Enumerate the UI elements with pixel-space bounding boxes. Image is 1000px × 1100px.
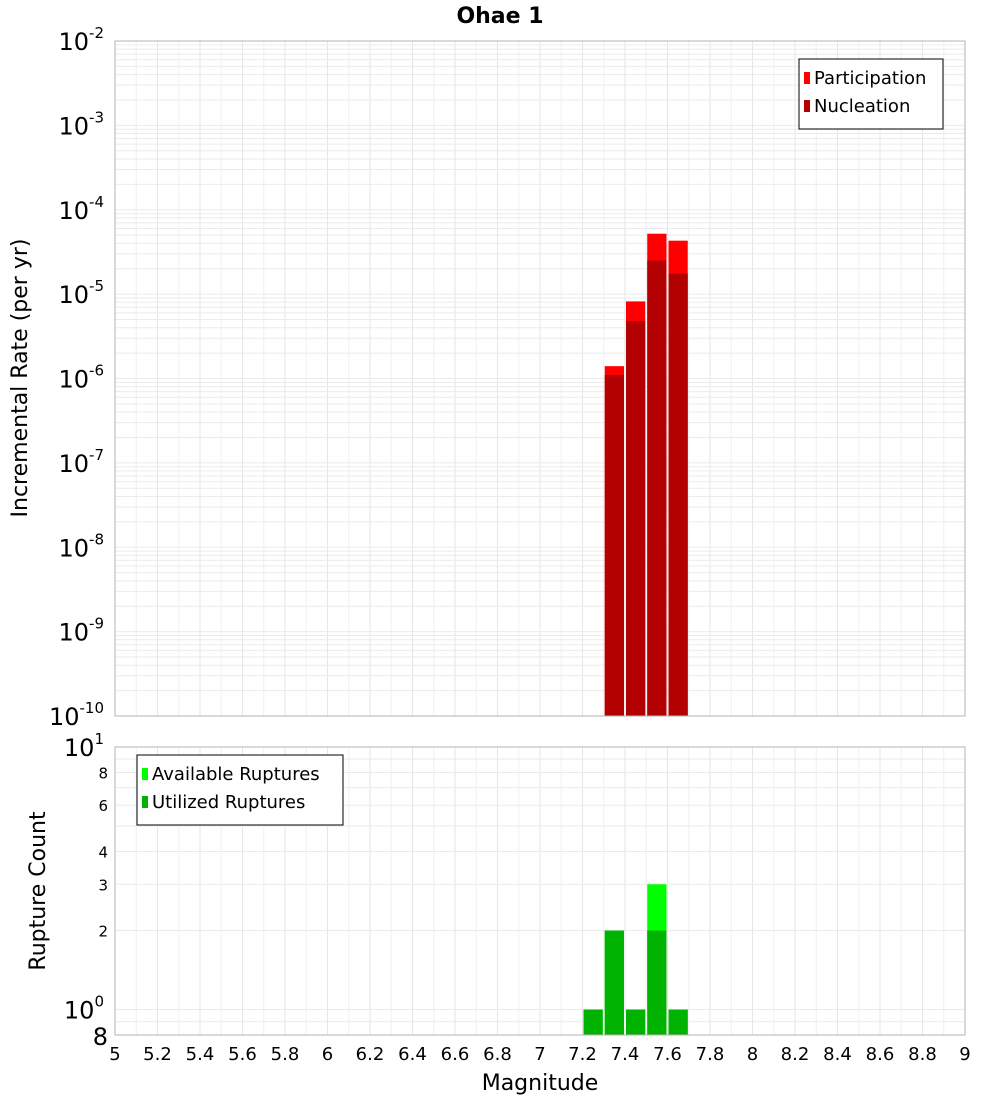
x-tick-label: 7.4 [611, 1044, 640, 1065]
utilized-bar [626, 1009, 646, 1035]
bottom-legend-label: Utilized Ruptures [152, 792, 305, 813]
plot-frame [114, 746, 966, 1036]
nucleation-bar [647, 260, 667, 716]
bottom-y-minor-label: 2 [98, 923, 108, 941]
top-legend-swatch [804, 72, 810, 84]
x-tick-label: 8.8 [908, 1044, 937, 1065]
top-y-tick-label: 10-8 [58, 530, 104, 562]
top-panel: 10-10 10-9 10-8 10-7 10-6 10-5 10-4 10-3 10-2 Par… [49, 24, 966, 731]
bottom-legend-swatch [142, 768, 148, 780]
bottom-y-axis-label: Rupture Count [26, 811, 51, 971]
bottom-y-minor-label: 3 [98, 876, 108, 894]
nucleation-bar [604, 375, 624, 716]
top-legend-label: Participation [814, 68, 926, 89]
chart-title: Ohae 1 [456, 4, 543, 29]
utilized-bar [668, 1009, 688, 1035]
x-tick-label: 7.2 [568, 1044, 597, 1065]
x-tick-label: 5.8 [271, 1044, 300, 1065]
bottom-y-minor-label: 8 [98, 764, 108, 782]
x-tick-label: 5 [109, 1044, 120, 1065]
x-tick-label: 7.6 [653, 1044, 682, 1065]
utilized-bar [583, 1009, 603, 1035]
x-tick-label: 5.2 [143, 1044, 172, 1065]
top-y-tick-label: 10-3 [58, 108, 104, 140]
x-tick-label: 6.6 [441, 1044, 470, 1065]
x-axis: 5 5.2 5.4 5.6 5.8 6 6.2 6.4 6.6 6.8 7 7.2 7.4 7.6 7.8 8… [109, 1044, 970, 1065]
x-tick-label: 9 [959, 1044, 970, 1065]
top-y-tick-label: 10-6 [58, 362, 104, 394]
top-legend-label: Nucleation [814, 96, 910, 117]
x-tick-label: 6.8 [483, 1044, 512, 1065]
plot-frame [114, 40, 966, 717]
x-tick-label: 8 [747, 1044, 758, 1065]
x-tick-label: 6.2 [356, 1044, 385, 1065]
top-y-tick-label: 10-4 [58, 193, 104, 225]
top-y-tick-label: 10-7 [58, 446, 104, 478]
x-tick-label: 8.4 [823, 1044, 852, 1065]
bottom-y-minor-label: 4 [98, 843, 108, 861]
top-legend [798, 58, 944, 130]
bottom-y-minor-label: 6 [98, 797, 108, 815]
x-tick-label: 6 [322, 1044, 333, 1065]
utilized-bar [647, 930, 667, 1035]
nucleation-bar [668, 273, 688, 716]
x-tick-label: 8.6 [866, 1044, 895, 1065]
bottom-y-tick-label: 101 [64, 730, 104, 762]
x-tick-label: 7 [534, 1044, 545, 1065]
utilized-bar [604, 930, 624, 1035]
bottom-y-minor-label: 8 [93, 1023, 108, 1051]
top-legend-swatch [804, 100, 810, 112]
bottom-legend [136, 754, 344, 826]
x-tick-label: 7.8 [696, 1044, 725, 1065]
grid [114, 40, 966, 717]
top-y-axis-label: Incremental Rate (per yr) [8, 239, 33, 518]
x-tick-label: 8.2 [781, 1044, 810, 1065]
bottom-legend-swatch [142, 796, 148, 808]
x-tick-label: 6.4 [398, 1044, 427, 1065]
x-tick-label: 5.6 [228, 1044, 257, 1065]
top-y-tick-label: 10-5 [58, 277, 104, 309]
top-y-tick-label: 10-9 [58, 615, 104, 647]
bottom-y-tick-label: 100 [64, 993, 104, 1025]
bottom-legend-label: Available Ruptures [152, 764, 320, 785]
top-y-tick-label: 10-10 [49, 699, 104, 731]
x-tick-label: 5.4 [186, 1044, 215, 1065]
nucleation-bar [626, 321, 646, 716]
x-axis-label: Magnitude [482, 1071, 599, 1096]
top-y-tick-label: 10-2 [58, 24, 104, 56]
